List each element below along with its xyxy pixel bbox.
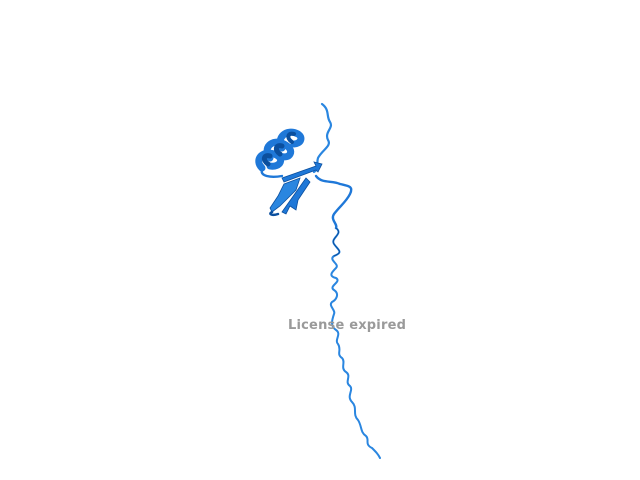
alpha-helix xyxy=(255,128,305,172)
n-terminal-coil xyxy=(312,102,332,174)
c-terminal-coil-shade xyxy=(332,227,340,257)
helix-sheet-loop xyxy=(260,168,284,178)
c-terminal-coil xyxy=(329,227,381,459)
license-watermark: License expired xyxy=(288,318,407,333)
beta-sheet xyxy=(269,161,323,217)
sheet-tail-loop xyxy=(314,174,353,230)
